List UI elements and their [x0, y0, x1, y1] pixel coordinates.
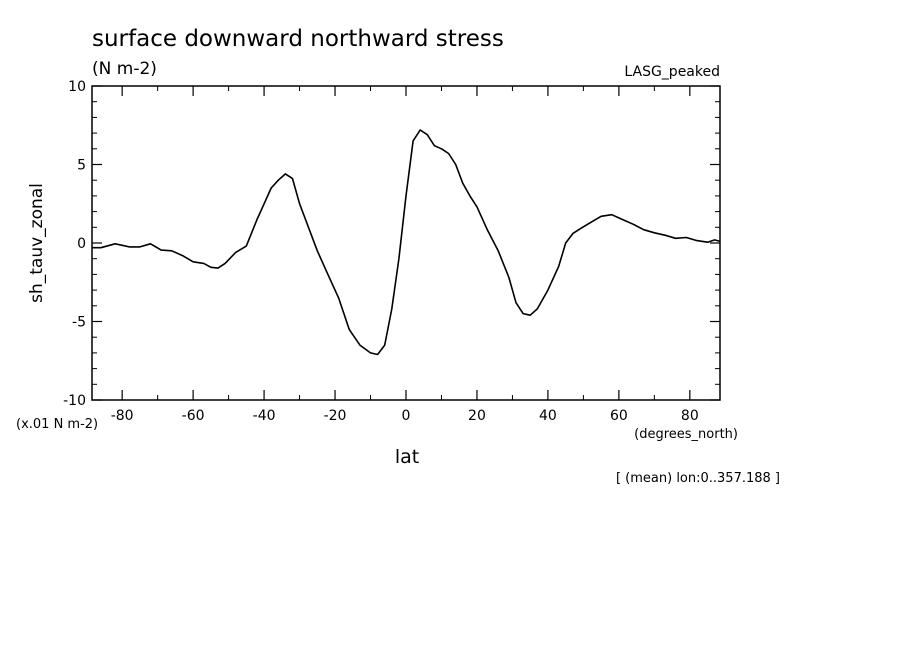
x-tick-label: 0	[402, 408, 411, 424]
dataset-label: LASG_peaked	[624, 64, 720, 80]
y-tick-label: 10	[68, 79, 86, 95]
chart-title: surface downward northward stress	[92, 26, 504, 52]
chart-units: (N m-2)	[92, 59, 157, 79]
plot-frame	[91, 85, 721, 401]
x-axis-label: lat	[395, 446, 419, 468]
x-tick-label: -20	[324, 408, 347, 424]
y-axis: -10 -5 0 5 10	[63, 79, 720, 409]
y-tick-label: 5	[77, 158, 86, 174]
series-line	[92, 129, 721, 356]
y-axis-label: sh_tauv_zonal	[27, 183, 47, 303]
y-tick-label: -5	[72, 315, 86, 331]
y-scale-note: (x.01 N m-2)	[16, 417, 98, 432]
x-tick-label: 40	[539, 408, 557, 424]
x-tick-label: -80	[111, 408, 134, 424]
y-tick-label: -10	[63, 393, 86, 409]
x-axis: -80 -60 -40 -20 0 20 40 60 80	[111, 86, 699, 424]
x-tick-label: 80	[681, 408, 699, 424]
x-tick-label: -40	[253, 408, 276, 424]
series-layer	[92, 129, 721, 356]
x-tick-label: 60	[610, 408, 628, 424]
x-units-label: (degrees_north)	[634, 427, 738, 442]
footnote: [ (mean) lon:0..357.188 ]	[616, 471, 780, 486]
y-tick-label: 0	[77, 236, 86, 252]
x-tick-label: -60	[182, 408, 205, 424]
x-tick-label: 20	[468, 408, 486, 424]
